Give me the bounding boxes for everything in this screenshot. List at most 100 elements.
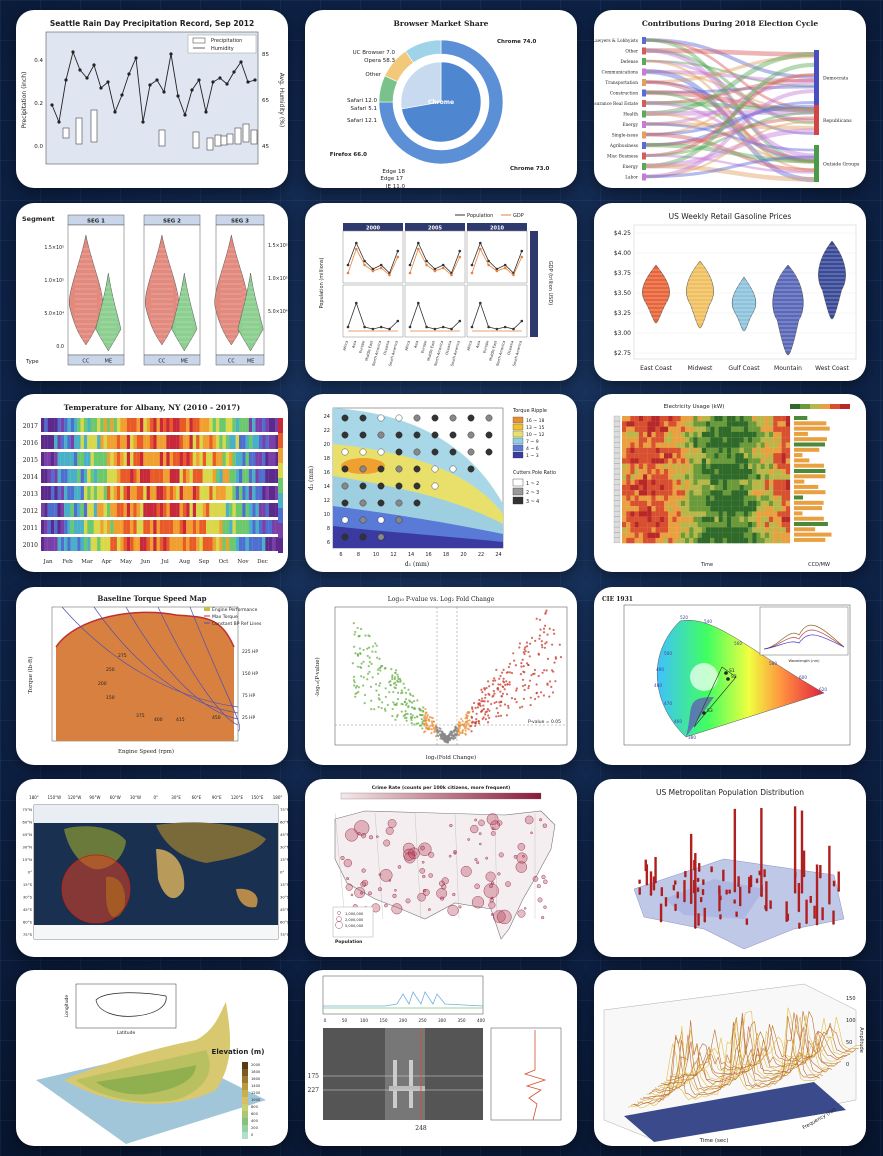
temp-cell (225, 486, 230, 500)
temp-cell (100, 520, 104, 534)
chart-card-seattle-rain[interactable]: Seattle Rain Day Precipitation Record, S… (16, 10, 288, 188)
temp-cell (199, 520, 203, 534)
chart-card-albany-temperature[interactable]: Temperature for Albany, NY (2010 - 2017)… (16, 394, 288, 572)
chart-card-gasoline-prices[interactable]: US Weekly Retail Gasoline Prices $4.25 $4.… (594, 203, 866, 381)
usage-cell (659, 522, 665, 528)
chart-card-elevation[interactable]: Latitude Longitude Elevation (m) 2000 1800 16… (16, 970, 288, 1146)
usage-cell (643, 416, 648, 422)
chart-card-electricity-usage[interactable]: Electricity Usage (kW) Time CCD/MW (594, 394, 866, 572)
sankey-link (645, 101, 815, 147)
usage-cell (626, 527, 631, 533)
y-tick: 1.0×10⁵ (44, 278, 64, 284)
chart-card-segment-violins[interactable]: Segment SEG 1 CC ME SEG 2 CC ME SEG 3 CC ME Type 1.… (16, 203, 288, 381)
usage-cell (634, 426, 639, 432)
sankey-link (645, 38, 815, 110)
usage-cell (630, 437, 635, 443)
temp-cell (113, 520, 117, 534)
chart-card-metro-population[interactable]: US Metropolitan Population Distribution (594, 779, 866, 957)
population-bar (745, 918, 749, 924)
temp-cell (235, 503, 240, 517)
usage-cell (659, 421, 665, 427)
usage-cell (697, 532, 702, 538)
usage-cell (701, 532, 707, 538)
temp-cell (140, 452, 144, 466)
chart-card-cie-1931-svg: CIE 1931S1S2S352054056058060062050049048… (602, 596, 851, 746)
chart-card-election-sankey[interactable]: Contributions During 2018 Election Cycle… (594, 10, 866, 188)
usage-cell (769, 500, 774, 507)
temp-cell (232, 503, 236, 517)
temp-cell (110, 537, 114, 551)
city-bubble (497, 872, 501, 876)
temp-cell (229, 486, 233, 500)
usage-cell (643, 437, 648, 443)
gene-point (407, 688, 410, 691)
chart-card-cie-1931[interactable]: CIE 1931 S1 S2 S3 520 540 560 580 600 620 500 490 48… (594, 587, 866, 765)
temp-cell (110, 418, 114, 432)
inset-curve (763, 634, 845, 650)
usage-cell (760, 474, 765, 480)
gene-point (500, 671, 504, 674)
chart-card-waterfall[interactable]: 150 100 50 0 Amplitude Time (sec) Frequency (H… (594, 970, 866, 1146)
usage-cell (634, 458, 639, 464)
sankey-target-node (814, 50, 819, 105)
usage-cell (638, 516, 644, 523)
temp-cell (83, 435, 88, 449)
chart-card-torque-speed-map[interactable]: Baseline Torque Speed Map 275 250 200 150 375… (16, 587, 288, 765)
chart-card-population-gdp[interactable]: Population GDP 2000 Africa Asia Europe Middle … (305, 203, 577, 381)
temp-cell (248, 520, 253, 534)
slice-label: UC Browser 7.0 (353, 50, 396, 56)
temp-cell (126, 537, 131, 551)
colorbar-segment (242, 1076, 248, 1083)
usage-cell (689, 453, 694, 459)
gene-point (533, 668, 537, 672)
city-bubble (384, 903, 388, 908)
temp-cell (44, 520, 48, 534)
usage-cell (773, 511, 778, 517)
usage-cell (714, 490, 719, 496)
usage-cell (655, 516, 660, 523)
gene-point (521, 658, 524, 661)
temp-cell (265, 469, 269, 483)
legend-entry: Constant BP Ref Lines (212, 621, 262, 627)
temp-cell (192, 537, 197, 551)
usage-cell (655, 479, 660, 485)
usage-cell (651, 479, 656, 485)
usage-cell (668, 458, 673, 464)
usage-cell (739, 426, 744, 432)
chart-card-volcano-plot[interactable]: Log₁₀ P-value vs. Log₂ Fold Change P-valu… (305, 587, 577, 765)
usage-cell (626, 453, 631, 459)
usage-cell (647, 500, 652, 507)
chart-card-volcano-plot-svg: Log₁₀ P-value vs. Log₂ Fold ChangeP-valu… (314, 596, 568, 761)
temp-cell (225, 503, 230, 517)
usage-cell (659, 431, 665, 438)
chart-card-us-crime-rate[interactable]: Crime Rate (counts per 100k citizens, mo… (305, 779, 577, 957)
usage-cell (714, 447, 719, 454)
usage-cell (785, 495, 791, 501)
wavelength-label: 600 (799, 675, 807, 680)
temp-cell (143, 537, 147, 551)
usage-cell (622, 437, 627, 443)
gene-point (548, 695, 551, 698)
temp-cell (126, 503, 131, 517)
gene-point (390, 668, 393, 671)
legend-entry: 16 ~ 18 (526, 418, 545, 424)
temp-cell (146, 435, 150, 449)
usage-cell (756, 516, 761, 523)
usage-cell (743, 463, 749, 470)
usage-cell (638, 447, 644, 454)
chart-card-image-profile[interactable]: 0 50 100 150 200 250 300 350 400 175 227 248 (305, 970, 577, 1146)
city-bubble (460, 865, 472, 877)
chart-card-browser-share[interactable]: Browser Market Share Chrome Chrome 74.0 UC … (305, 10, 577, 188)
city-bubble (361, 879, 369, 887)
temp-cell (159, 537, 164, 551)
gene-point (352, 675, 356, 678)
temp-cell (77, 486, 81, 500)
chart-card-world-map[interactable]: 180° 150°W 120°W 90°W 60°W 30°W 0° 30°E 60°E 90°E… (16, 779, 288, 957)
gene-point (464, 729, 467, 732)
usage-cell (739, 522, 744, 528)
temp-cell (70, 452, 75, 466)
pole-ratio-marker (413, 465, 421, 473)
temp-cell (245, 537, 249, 551)
